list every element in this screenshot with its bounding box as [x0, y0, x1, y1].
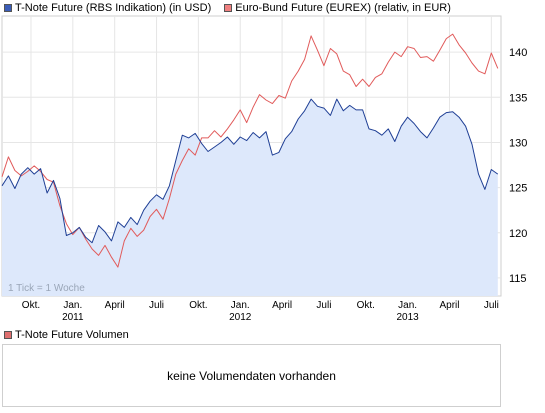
legend-volume: T-Note Future Volumen [4, 329, 139, 341]
y-tick-label: 130 [509, 137, 527, 149]
x-year-label: 2011 [62, 312, 84, 323]
legend-top: T-Note Future (RBS Indikation) (in USD) … [4, 2, 461, 14]
legend-item-volume[interactable]: T-Note Future Volumen [4, 329, 129, 341]
legend-label-bund: Euro-Bund Future (EUREX) (relativ, in EU… [235, 2, 451, 14]
x-tick-label: Jan. [231, 300, 250, 311]
x-tick-label: Okt. [189, 300, 207, 311]
y-axis-tick-labels: 115 120 125 130 135 140 [509, 47, 527, 285]
x-year-label: 2012 [229, 312, 252, 323]
x-tick-label: April [105, 300, 125, 311]
volume-panel: keine Volumendaten vorhanden [2, 344, 501, 407]
series-line-1 [1, 33, 499, 268]
x-tick-label: Juli [149, 300, 164, 311]
tick-note: 1 Tick = 1 Woche [8, 283, 85, 294]
legend-swatch-bund [224, 4, 233, 12]
y-tick-label: 135 [509, 92, 527, 104]
legend-swatch-volume [4, 331, 12, 339]
x-tick-label: Juli [484, 300, 499, 311]
x-tick-label: Jan. [63, 300, 82, 311]
legend-item-tnote[interactable]: T-Note Future (RBS Indikation) (in USD) [4, 2, 211, 14]
x-tick-label: Okt. [22, 300, 40, 311]
series-line-0 [1, 98, 499, 244]
x-year-label: 2013 [397, 312, 420, 323]
volume-empty-message: keine Volumendaten vorhanden [167, 369, 336, 383]
series-area-fill-0 [2, 99, 498, 296]
legend-label-tnote: T-Note Future (RBS Indikation) (in USD) [15, 2, 212, 14]
legend-swatch-tnote [4, 4, 12, 12]
x-axis-tick-labels: Okt. Jan. April Juli Okt. Jan. April Juli Okt. Ja… [22, 300, 499, 323]
y-tick-label: 120 [509, 228, 527, 240]
x-tick-label: Jan. [398, 300, 417, 311]
x-tick-label: April [272, 300, 292, 311]
x-tick-label: Okt. [357, 300, 375, 311]
series-line-layer [1, 33, 499, 268]
legend-label-volume: T-Note Future Volumen [15, 329, 129, 341]
area-fill-layer [2, 99, 498, 296]
y-tick-label: 125 [509, 183, 527, 195]
y-tick-label: 140 [509, 47, 527, 59]
x-tick-label: Juli [316, 300, 331, 311]
legend-item-bund[interactable]: Euro-Bund Future (EUREX) (relativ, in EU… [224, 2, 451, 14]
x-tick-label: April [439, 300, 459, 311]
y-tick-label: 115 [509, 273, 527, 285]
